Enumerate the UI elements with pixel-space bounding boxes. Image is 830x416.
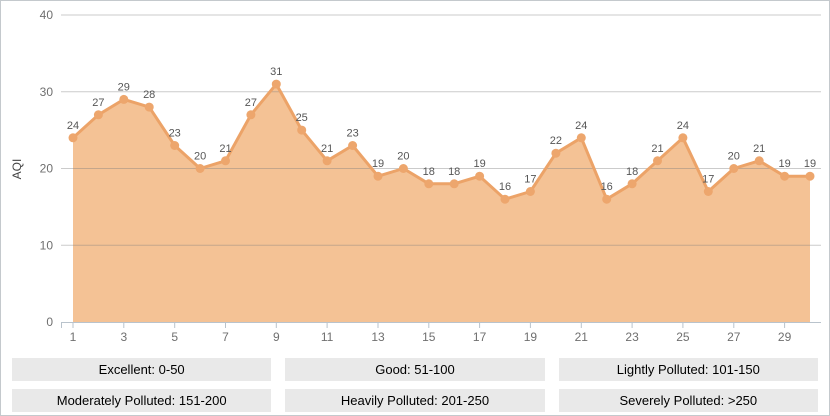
- x-axis-tick-label: 17: [473, 330, 487, 344]
- data-point-marker[interactable]: [119, 94, 129, 104]
- data-point-marker[interactable]: [703, 187, 713, 196]
- value-label: 24: [67, 120, 79, 132]
- x-axis-tick-label: 19: [524, 330, 538, 344]
- y-axis-tick-label: 20: [40, 162, 54, 176]
- x-axis-tick-label: 21: [575, 330, 589, 344]
- area-fill: [73, 84, 810, 322]
- legend-heavily-polluted: Heavily Polluted: 201-250: [285, 389, 545, 412]
- value-label: 20: [728, 151, 740, 163]
- data-point-marker[interactable]: [246, 110, 256, 120]
- legend-severely-polluted: Severely Polluted: >250: [558, 389, 818, 412]
- value-label: 25: [296, 112, 308, 124]
- data-point-marker[interactable]: [170, 141, 180, 150]
- data-point-marker[interactable]: [424, 179, 434, 189]
- value-label: 29: [118, 81, 130, 93]
- data-point-marker[interactable]: [602, 194, 612, 204]
- x-axis-tick-label: 27: [727, 330, 741, 344]
- value-label: 18: [423, 166, 435, 178]
- value-label: 28: [143, 89, 155, 101]
- value-label: 20: [194, 151, 206, 163]
- data-point-marker[interactable]: [271, 79, 281, 89]
- value-label: 18: [448, 166, 460, 178]
- value-label: 21: [651, 143, 663, 155]
- aqi-area-chart[interactable]: 0 10 20 30 40 1 3 5 7 9 11 13 15 17 19 21 23 25 27 29 24 27 29…: [1, 1, 829, 347]
- data-point-marker[interactable]: [805, 171, 815, 181]
- data-point-marker[interactable]: [297, 125, 307, 135]
- value-label: 22: [550, 135, 562, 147]
- data-point-marker[interactable]: [754, 156, 764, 166]
- value-label: 16: [601, 181, 613, 193]
- value-label: 24: [575, 120, 587, 132]
- y-axis-tick-label: 10: [40, 238, 54, 252]
- value-label: 19: [372, 158, 384, 170]
- data-point-marker[interactable]: [729, 164, 739, 173]
- data-point-marker[interactable]: [627, 179, 637, 189]
- data-point-marker[interactable]: [576, 133, 586, 143]
- x-axis-tick-label: 7: [222, 330, 229, 344]
- legend-moderately-polluted: Moderately Polluted: 151-200: [12, 389, 272, 412]
- data-point-marker[interactable]: [398, 164, 408, 173]
- legend-row-2: Moderately Polluted: 151-200 Heavily Pol…: [12, 389, 818, 412]
- y-axis-tick-label: 0: [46, 315, 53, 329]
- data-point-marker[interactable]: [500, 194, 510, 204]
- value-label: 18: [626, 166, 638, 178]
- value-label: 19: [778, 158, 790, 170]
- x-axis-tick-label: 5: [171, 330, 178, 344]
- x-axis-tick-label: 13: [371, 330, 385, 344]
- value-label: 23: [169, 128, 181, 140]
- data-point-marker[interactable]: [475, 171, 485, 181]
- data-point-marker[interactable]: [525, 187, 535, 196]
- y-axis-tick-label: 30: [40, 85, 54, 99]
- x-axis-tick-label: 11: [321, 330, 334, 344]
- value-label: 17: [702, 174, 714, 186]
- value-label: 19: [473, 158, 485, 170]
- data-point-marker[interactable]: [373, 171, 383, 181]
- x-axis-tick-label: 29: [778, 330, 792, 344]
- legend-row-1: Excellent: 0-50 Good: 51-100 Lightly Pol…: [12, 358, 818, 381]
- y-axis-title: AQI: [10, 158, 24, 180]
- data-point-marker[interactable]: [93, 110, 103, 120]
- y-axis-tick-label: 40: [40, 8, 54, 22]
- value-label: 21: [753, 143, 765, 155]
- legend-good: Good: 51-100: [285, 358, 545, 381]
- value-label: 16: [499, 181, 511, 193]
- data-point-marker[interactable]: [68, 133, 78, 143]
- data-point-marker[interactable]: [449, 179, 459, 189]
- value-label: 31: [270, 66, 282, 78]
- x-axis-tick-label: 25: [676, 330, 690, 344]
- value-label: 23: [346, 128, 358, 140]
- value-label: 21: [321, 143, 333, 155]
- value-label: 20: [397, 151, 409, 163]
- value-label: 21: [219, 143, 231, 155]
- data-point-marker[interactable]: [678, 133, 688, 143]
- data-point-marker[interactable]: [780, 171, 790, 181]
- x-axis-tick-label: 3: [120, 330, 127, 344]
- x-axis-tick-label: 23: [625, 330, 639, 344]
- x-axis-tick-label: 9: [273, 330, 280, 344]
- value-label: 17: [524, 174, 536, 186]
- data-point-marker[interactable]: [195, 164, 205, 173]
- value-label: 19: [804, 158, 816, 170]
- data-point-marker[interactable]: [653, 156, 662, 166]
- data-point-marker[interactable]: [551, 148, 561, 158]
- legend-lightly-polluted: Lightly Polluted: 101-150: [558, 358, 818, 381]
- value-label: 24: [677, 120, 689, 132]
- value-label: 27: [92, 97, 104, 109]
- aqi-legend: Excellent: 0-50 Good: 51-100 Lightly Pol…: [1, 358, 829, 412]
- trend-line: [71, 82, 812, 201]
- x-axis-tick-label: 1: [70, 330, 77, 344]
- x-axis-tick-label: 15: [422, 330, 436, 344]
- data-point-marker[interactable]: [221, 156, 230, 166]
- data-point-marker[interactable]: [348, 141, 358, 150]
- data-point-marker[interactable]: [144, 102, 154, 112]
- legend-excellent: Excellent: 0-50: [12, 358, 272, 381]
- data-point-marker[interactable]: [322, 156, 332, 166]
- value-label: 27: [245, 97, 257, 109]
